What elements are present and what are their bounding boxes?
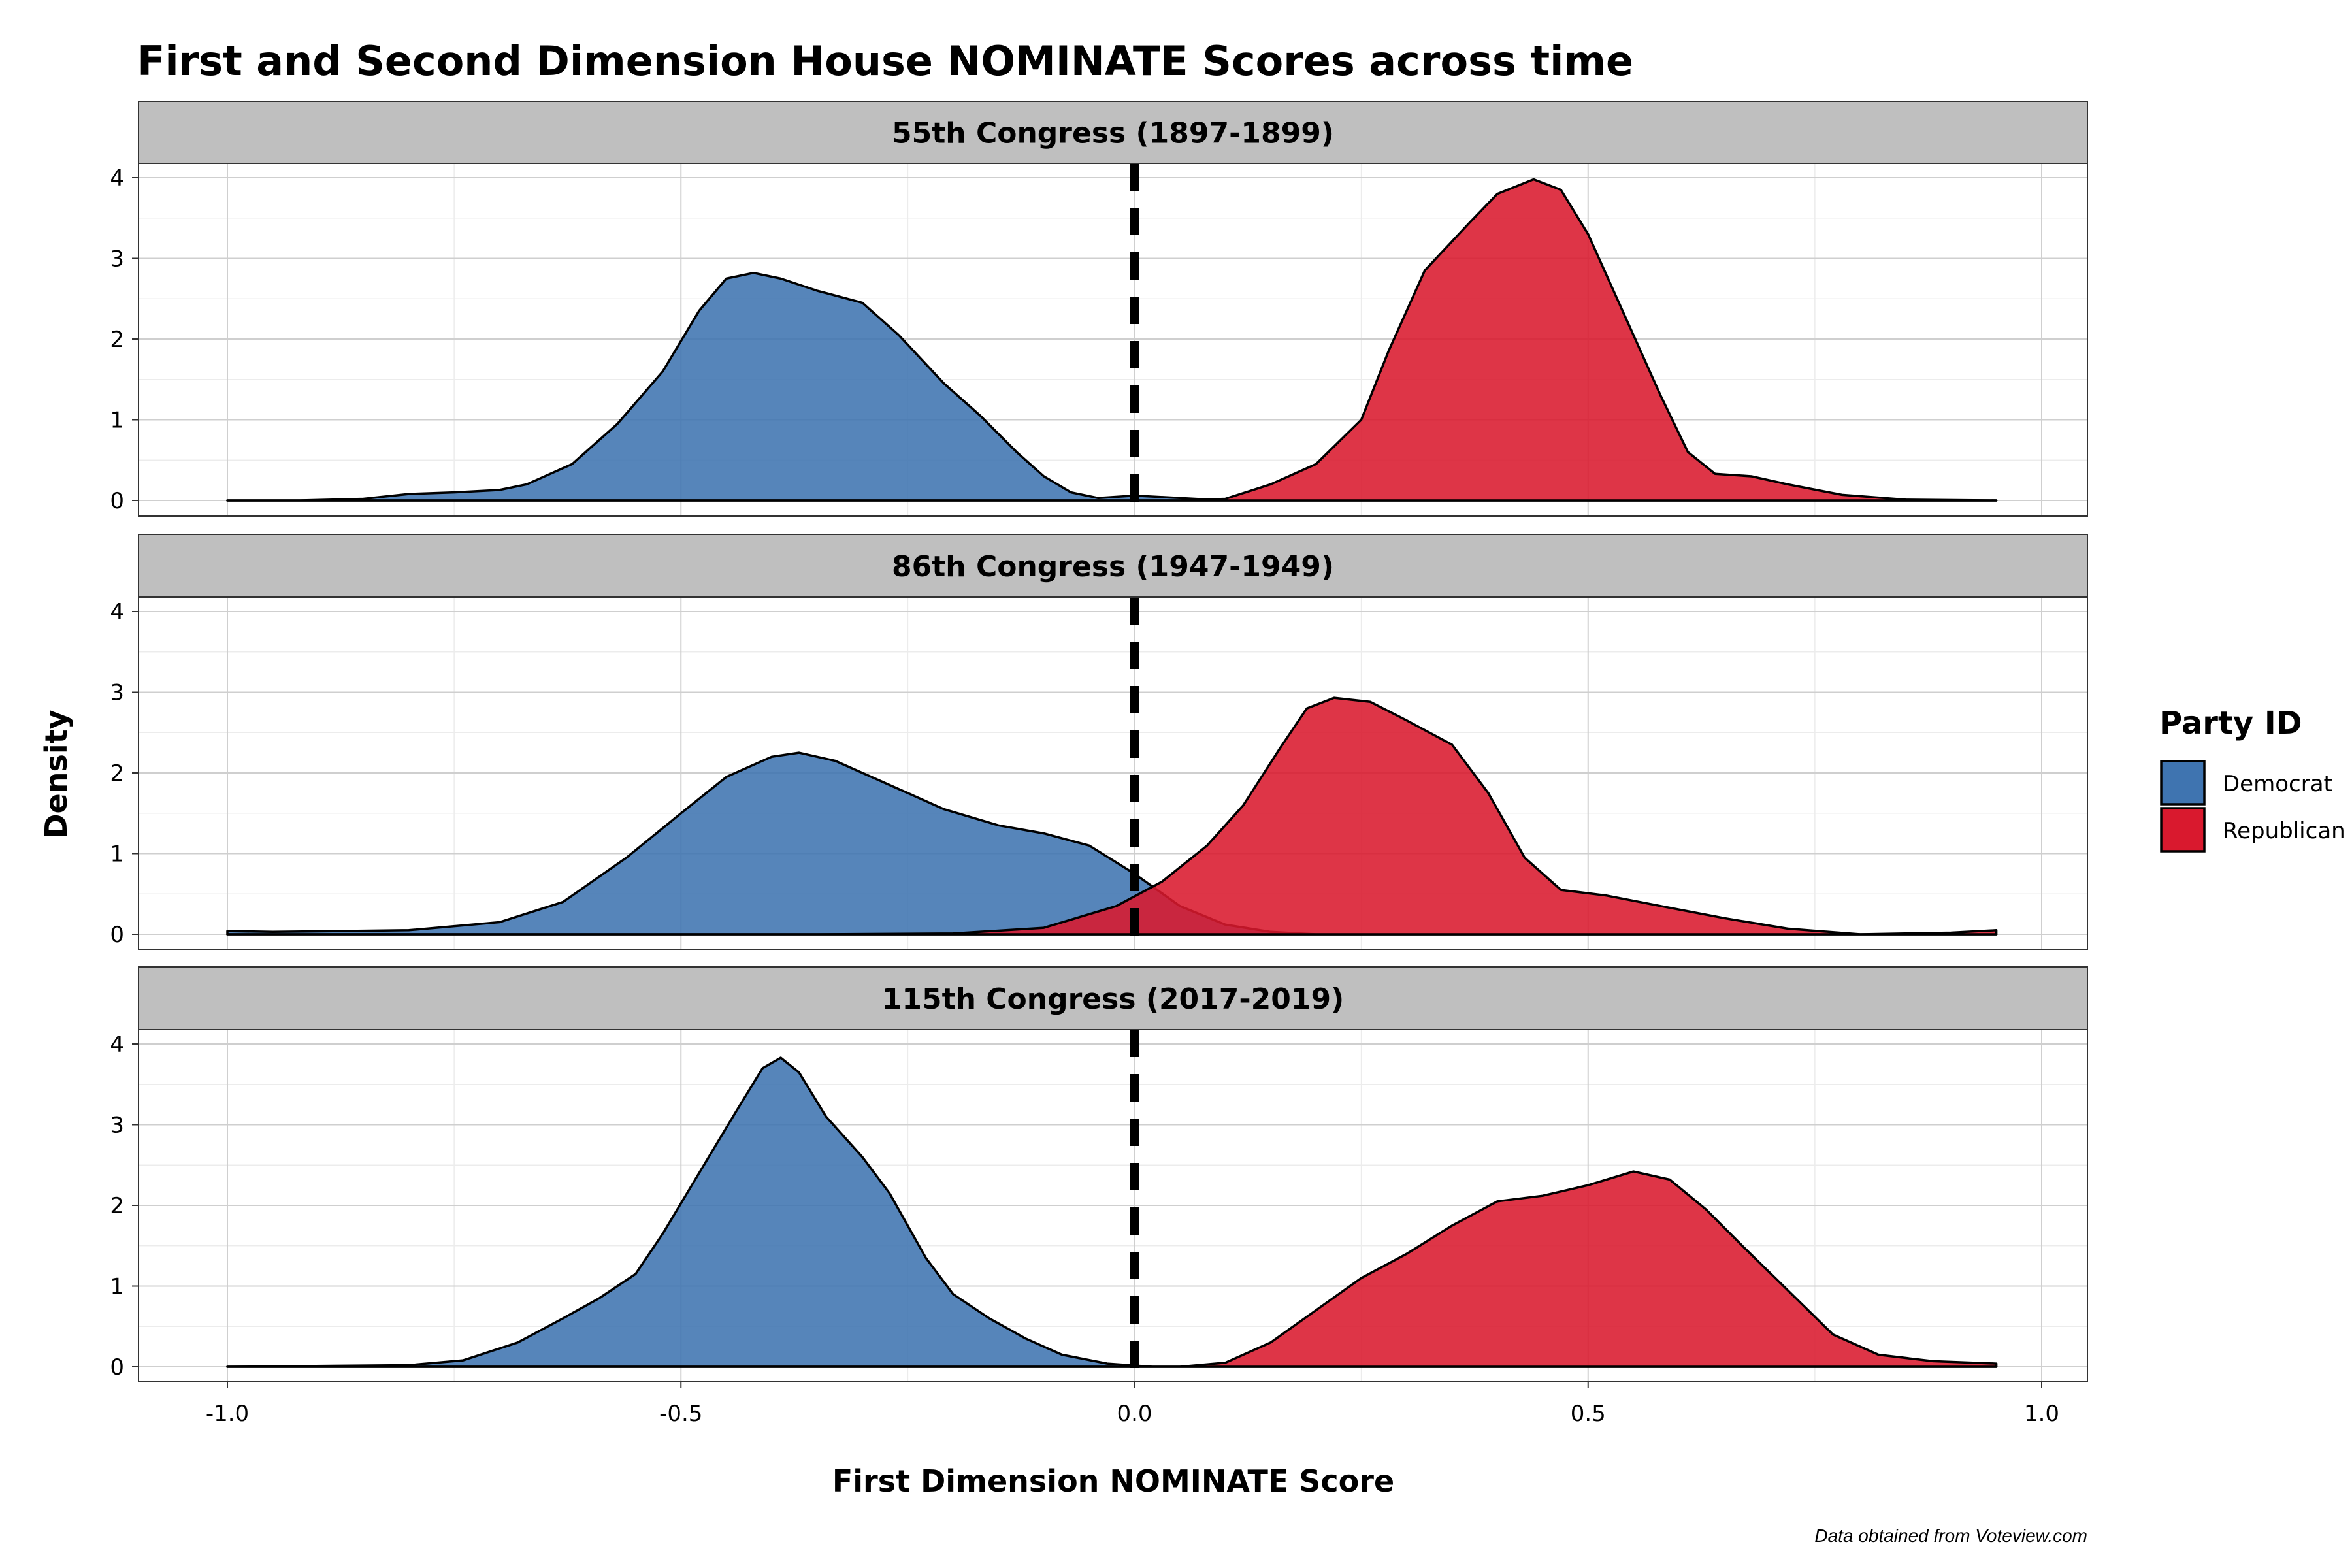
facet-panel: 86th Congress (1947-1949) 0 1 2 3 4	[110, 534, 2088, 950]
y-tick-label: 4	[110, 1032, 124, 1058]
y-axis-title: Density	[39, 710, 74, 838]
chart-title: First and Second Dimension House NOMINAT…	[137, 37, 1633, 85]
density-area-republican	[226, 696, 1998, 936]
y-tick-label: 4	[110, 165, 124, 191]
density-area-democrat	[226, 1056, 1998, 1368]
x-tick-label: -0.5	[659, 1401, 702, 1427]
x-tick-label: 0.0	[1117, 1401, 1152, 1427]
facet-strip-label: 115th Congress (2017-2019)	[882, 983, 1345, 1016]
y-tick-label: 2	[110, 327, 124, 353]
legend-title: Party ID	[2159, 705, 2302, 742]
x-tick-label: 1.0	[2024, 1401, 2059, 1427]
legend-item: Democrat	[2160, 760, 2332, 806]
density-area-republican	[226, 178, 1998, 502]
y-tick-label: 1	[110, 408, 124, 434]
y-tick-label: 2	[110, 1193, 124, 1219]
facet-panel: 115th Congress (2017-2019) 0 1 2 3 4	[110, 966, 2088, 1382]
facet-strip-label: 86th Congress (1947-1949)	[892, 550, 1334, 583]
y-tick-label: 2	[110, 760, 124, 787]
density-area-republican	[226, 1170, 1998, 1368]
legend-label: Republican	[2223, 818, 2345, 844]
legend-item: Republican	[2160, 807, 2345, 853]
legend-key-democrat	[2160, 760, 2206, 806]
caption: Data obtained from Voteview.com	[1814, 1526, 2087, 1546]
x-tick-label: -1.0	[206, 1401, 249, 1427]
y-tick-label: 0	[110, 488, 124, 514]
y-tick-label: 1	[110, 1274, 124, 1300]
x-axis-title: First Dimension NOMINATE Score	[832, 1463, 1394, 1499]
y-tick-label: 0	[110, 922, 124, 948]
y-tick-label: 4	[110, 599, 124, 625]
density-area-democrat	[226, 271, 1998, 502]
x-tick-label: 0.5	[1571, 1401, 1606, 1427]
facet-strip	[138, 534, 2088, 598]
y-tick-label: 0	[110, 1354, 124, 1380]
y-tick-label: 1	[110, 841, 124, 868]
y-tick-label: 3	[110, 246, 124, 272]
facet-strip	[138, 101, 2088, 164]
legend-key-republican	[2160, 807, 2206, 853]
facet-strip-label: 55th Congress (1897-1899)	[892, 117, 1334, 150]
facet-panel: 55th Congress (1897-1899) 0 1 2 3 4	[110, 101, 2088, 517]
legend: Party ID Democrat Republican	[2159, 705, 2345, 853]
facet-strip	[138, 966, 2088, 1030]
legend-label: Democrat	[2223, 771, 2332, 797]
x-axis: -1.0 -0.5 0.0 0.5 1.0	[206, 1382, 2059, 1427]
y-tick-label: 3	[110, 1113, 124, 1139]
y-tick-label: 3	[110, 680, 124, 706]
